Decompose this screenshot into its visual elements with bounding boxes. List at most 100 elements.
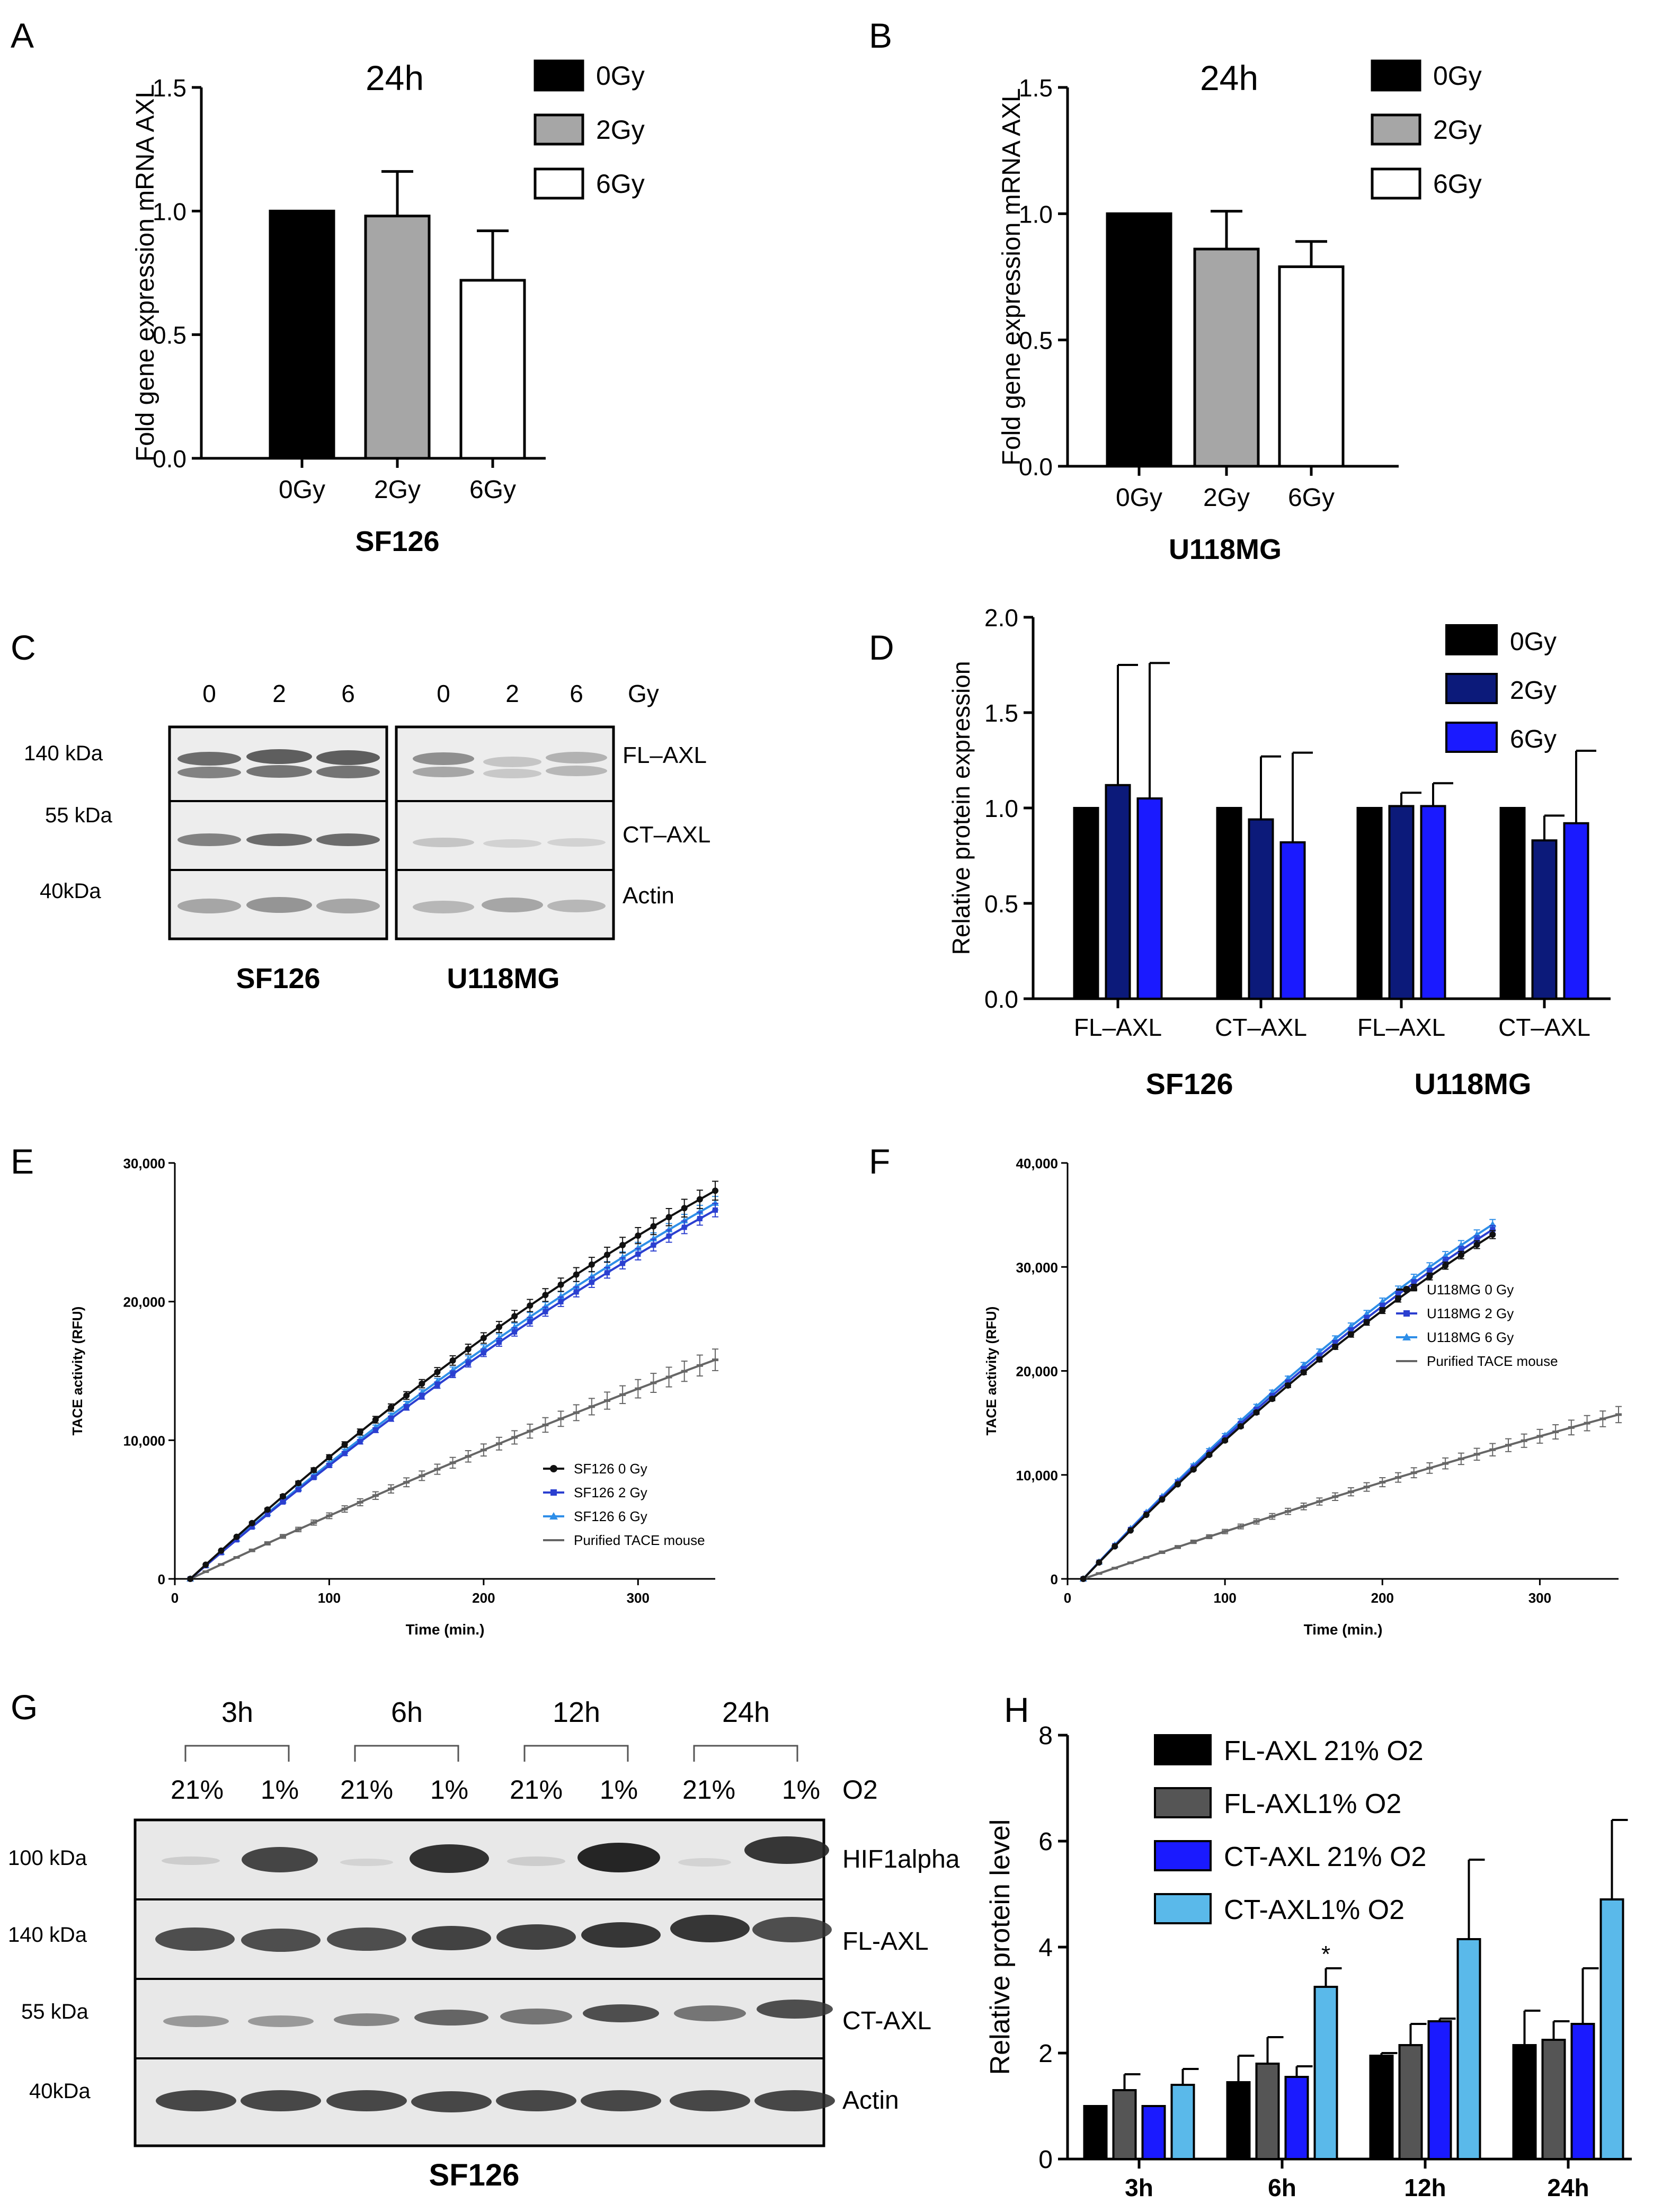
data-point [434, 1369, 441, 1375]
x-axis-title: Time (min.) [1304, 1621, 1383, 1638]
band [483, 839, 541, 848]
data-point [465, 1346, 472, 1353]
bar [1141, 2105, 1166, 2160]
group-label: SF126 [1146, 1067, 1233, 1100]
data-point [665, 1225, 673, 1232]
data-point [557, 1281, 564, 1288]
x-tick-label: 200 [1371, 1590, 1394, 1606]
data-point [665, 1214, 672, 1221]
legend-label: 0Gy [1510, 628, 1557, 656]
x-tick-label: 100 [318, 1590, 341, 1606]
y-axis-title: TACE activity (RFU) [69, 1307, 85, 1436]
panel-letter-b: B [869, 16, 892, 55]
bar [1531, 839, 1558, 1000]
panel-letter-e: E [11, 1142, 34, 1181]
legend-marker [1403, 1310, 1410, 1317]
band [482, 898, 543, 912]
legend-label: U118MG 2 Gy [1427, 1305, 1514, 1321]
legend-marker [1403, 1286, 1410, 1293]
bar [1248, 818, 1274, 1000]
legend-swatch [534, 113, 584, 146]
chart-h: 0 2 4 6 8 3h 6h 12h 24h * Relative protein level FL… [985, 1722, 1632, 2201]
legend-label: U118MG 6 Gy [1427, 1329, 1514, 1345]
data-point [651, 1242, 656, 1248]
y-tick-label: 1.5 [153, 74, 186, 102]
data-point [1285, 1382, 1291, 1389]
blot-c-lane-0: 0 [202, 680, 216, 707]
band [483, 757, 541, 767]
bar [1541, 2039, 1566, 2160]
data-point [619, 1254, 627, 1260]
data-point [1237, 1423, 1244, 1430]
blot-c-dose-unit: Gy [628, 680, 659, 707]
data-point [1127, 1527, 1134, 1534]
data-point [1364, 1315, 1370, 1321]
x-tick-label: 300 [1528, 1590, 1551, 1606]
chart-title: 24h [366, 58, 424, 97]
bar [1255, 2063, 1280, 2160]
data-point [1317, 1353, 1322, 1358]
y-tick-label: 0 [1038, 2146, 1053, 2174]
data-point [218, 1547, 225, 1554]
legend-swatch [1445, 722, 1498, 753]
data-point [434, 1382, 440, 1388]
data-point [527, 1319, 533, 1325]
band [246, 833, 312, 846]
data-point [1474, 1237, 1480, 1242]
legend-marker [549, 1512, 558, 1520]
data-point [496, 1339, 502, 1345]
band [177, 833, 241, 846]
data-point [542, 1292, 549, 1299]
data-point [1411, 1280, 1417, 1286]
data-point [1380, 1303, 1385, 1309]
x-tick-label: 2Gy [374, 476, 421, 504]
chart-b: 0.0 0.5 1.0 1.5 0Gy 2Gy 6Gy 24h U118MG Fold gene … [998, 58, 1482, 565]
data-point [1096, 1559, 1103, 1566]
data-point [1175, 1481, 1181, 1488]
legend-label: 2Gy [1433, 115, 1482, 145]
blot-c-kda-140: 140 kDa [24, 742, 103, 765]
data-point [480, 1335, 487, 1342]
bar [1313, 1986, 1338, 2160]
y-tick-label: 0.5 [1019, 327, 1053, 354]
y-tick-label: 0.5 [153, 322, 186, 349]
panel-letter-c: C [11, 628, 36, 667]
x-tick-label: 100 [1213, 1590, 1236, 1606]
bar [1398, 2044, 1423, 2160]
data-point [388, 1404, 394, 1411]
bar-6gy [1278, 265, 1345, 468]
legend-label: 0Gy [1433, 61, 1482, 91]
x-tick-label: CT–AXL [1215, 1014, 1307, 1041]
bar [1112, 2089, 1137, 2160]
x-axis-title: U118MG [1169, 534, 1282, 565]
data-point [511, 1313, 518, 1320]
y-tick-label: 1.5 [1019, 74, 1053, 102]
y-tick-label: 0 [1051, 1571, 1058, 1587]
blot-g-hif1alpha-row [162, 1836, 829, 1873]
legend-swatch [1371, 59, 1421, 92]
significance-star: * [1321, 1941, 1330, 1967]
legend-marker [550, 1465, 557, 1472]
band [316, 833, 380, 846]
data-point [1301, 1366, 1306, 1372]
x-tick-label: 6Gy [1288, 484, 1335, 512]
data-point [666, 1233, 672, 1239]
panel-letter-g: G [11, 1687, 38, 1727]
panel-letter-d: D [869, 628, 894, 667]
data-point [1395, 1292, 1401, 1298]
data-point [1206, 1451, 1213, 1458]
legend-swatch [1371, 167, 1421, 200]
legend-swatch [534, 59, 584, 92]
data-point [1269, 1393, 1275, 1399]
blot-c-right-membrane [395, 725, 615, 940]
legend-swatch [1371, 113, 1421, 146]
data-point [341, 1441, 348, 1448]
data-point [372, 1427, 378, 1433]
data-point [1080, 1576, 1087, 1582]
blot-g-time-3h: 3h [221, 1696, 253, 1728]
data-point [1332, 1340, 1338, 1346]
data-point [512, 1329, 518, 1335]
blot-g-brackets [184, 1745, 798, 1762]
legend-label: 0Gy [596, 61, 645, 91]
legend-label: FL-AXL 21% O2 [1224, 1736, 1424, 1766]
